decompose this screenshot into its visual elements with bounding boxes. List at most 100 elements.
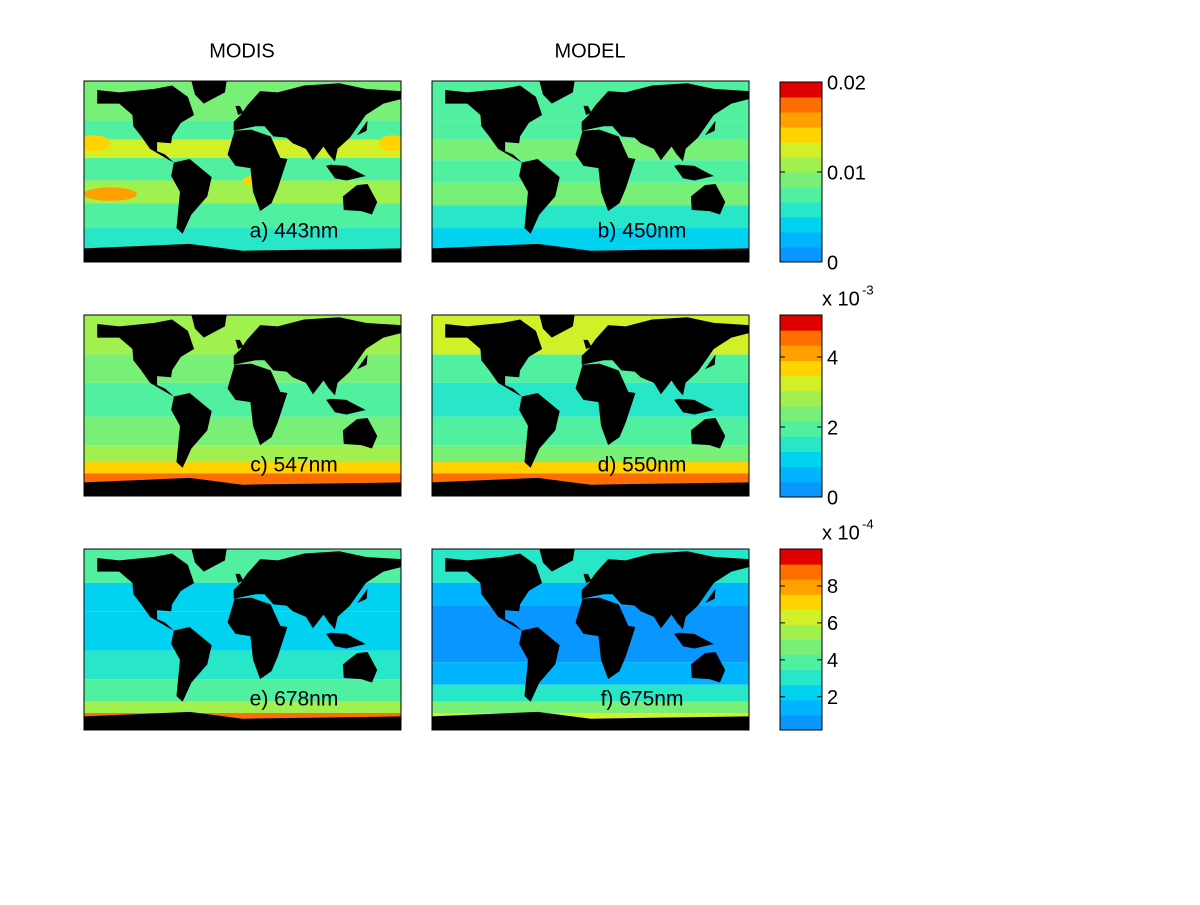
colorbar-segment [780,232,822,248]
colorbar-tick-label: 2 [827,687,838,709]
land [84,243,401,262]
ocean-band [432,701,749,714]
land [575,363,636,446]
land [227,597,288,680]
colorbar-segment [780,594,822,610]
land [171,393,212,468]
land [227,129,288,212]
colorbar-segment [780,609,822,625]
colorbar-segment [780,421,822,437]
land [233,83,401,162]
land [519,159,560,234]
land [191,549,227,572]
colorbar-frame [779,548,823,731]
land [674,164,723,181]
colorbar-multiplier: x 10 [822,288,860,310]
land [171,159,212,234]
panel-label: d) 550nm [598,454,687,477]
colorbar-segment [780,481,822,498]
land [432,243,749,262]
land [356,354,368,370]
column-title: MODEL [554,40,625,62]
panel-label: e) 678nm [250,688,339,711]
column-title: MODIS [209,40,275,62]
ocean-band [84,445,401,463]
colorbar-segment [780,345,822,361]
colorbar-segment [780,202,822,218]
land [191,81,227,104]
land [539,81,575,104]
colorbar-exponent: -4 [862,516,874,531]
colorbar-tick-label: 2 [827,417,838,439]
colorbar-tick-label: 0.01 [827,162,866,184]
colorbar-segment [780,217,822,233]
colorbar-multiplier: x 10 [822,522,860,544]
land [581,83,749,162]
land [235,573,244,583]
map-panel [84,315,401,496]
land [674,398,723,415]
colorbar-segment [780,390,822,407]
land [519,627,560,702]
ocean-band [432,462,749,474]
land [191,315,227,338]
colorbar-segment [780,142,822,158]
land [581,317,749,396]
ocean-band [432,182,749,206]
panel-label: f) 675nm [601,688,684,711]
land [575,129,636,212]
colorbar-tick-label: 4 [827,347,838,369]
panel-label: a) 443nm [250,220,339,243]
land [583,339,592,349]
colorbar-segment [780,564,822,580]
land [171,627,212,702]
map-frame [431,548,750,731]
map-frame [83,548,402,731]
ocean-patch [84,187,137,201]
colorbar-tick-label: 0.02 [827,72,866,94]
map-panel [84,549,401,730]
colorbar-segment [780,315,822,331]
ocean-band [432,662,749,685]
land [575,597,636,680]
ocean-band [84,462,401,474]
land [97,319,195,397]
land [84,711,401,730]
colorbar-segment [780,127,822,143]
ocean-patch [378,135,401,152]
colorbar-segment [780,639,822,656]
map-frame [83,80,402,263]
land [342,417,378,449]
colorbar-segment [780,247,822,263]
colorbar-segment [780,172,822,188]
map-frame [431,314,750,497]
colorbar-segment [780,699,822,716]
panel-label: c) 547nm [250,454,338,477]
land [326,164,375,181]
land [583,573,592,583]
land [539,549,575,572]
colorbar-segment [780,624,822,640]
colorbar-segment [780,579,822,595]
land [326,398,375,415]
colorbar-segment [780,330,822,346]
colorbar-tick-label: 4 [827,650,838,672]
land [445,85,543,163]
colorbar-segment [780,436,822,452]
colorbar-segment [780,187,822,203]
ocean-patch [84,135,111,152]
land [445,319,543,397]
colorbar-segment [780,360,822,377]
colorbar-frame [779,314,823,498]
colorbar-tick-label: 8 [827,576,838,598]
map-frame [83,314,402,497]
colorbar-segment [780,112,822,128]
map-panel [432,81,749,262]
land [674,632,723,649]
panel-label: b) 450nm [598,220,687,243]
land [690,183,726,215]
map-panel [432,315,749,496]
colorbar-segment [780,714,822,731]
colorbar-segment [780,684,822,701]
colorbar-tick-label: 0 [827,252,838,274]
